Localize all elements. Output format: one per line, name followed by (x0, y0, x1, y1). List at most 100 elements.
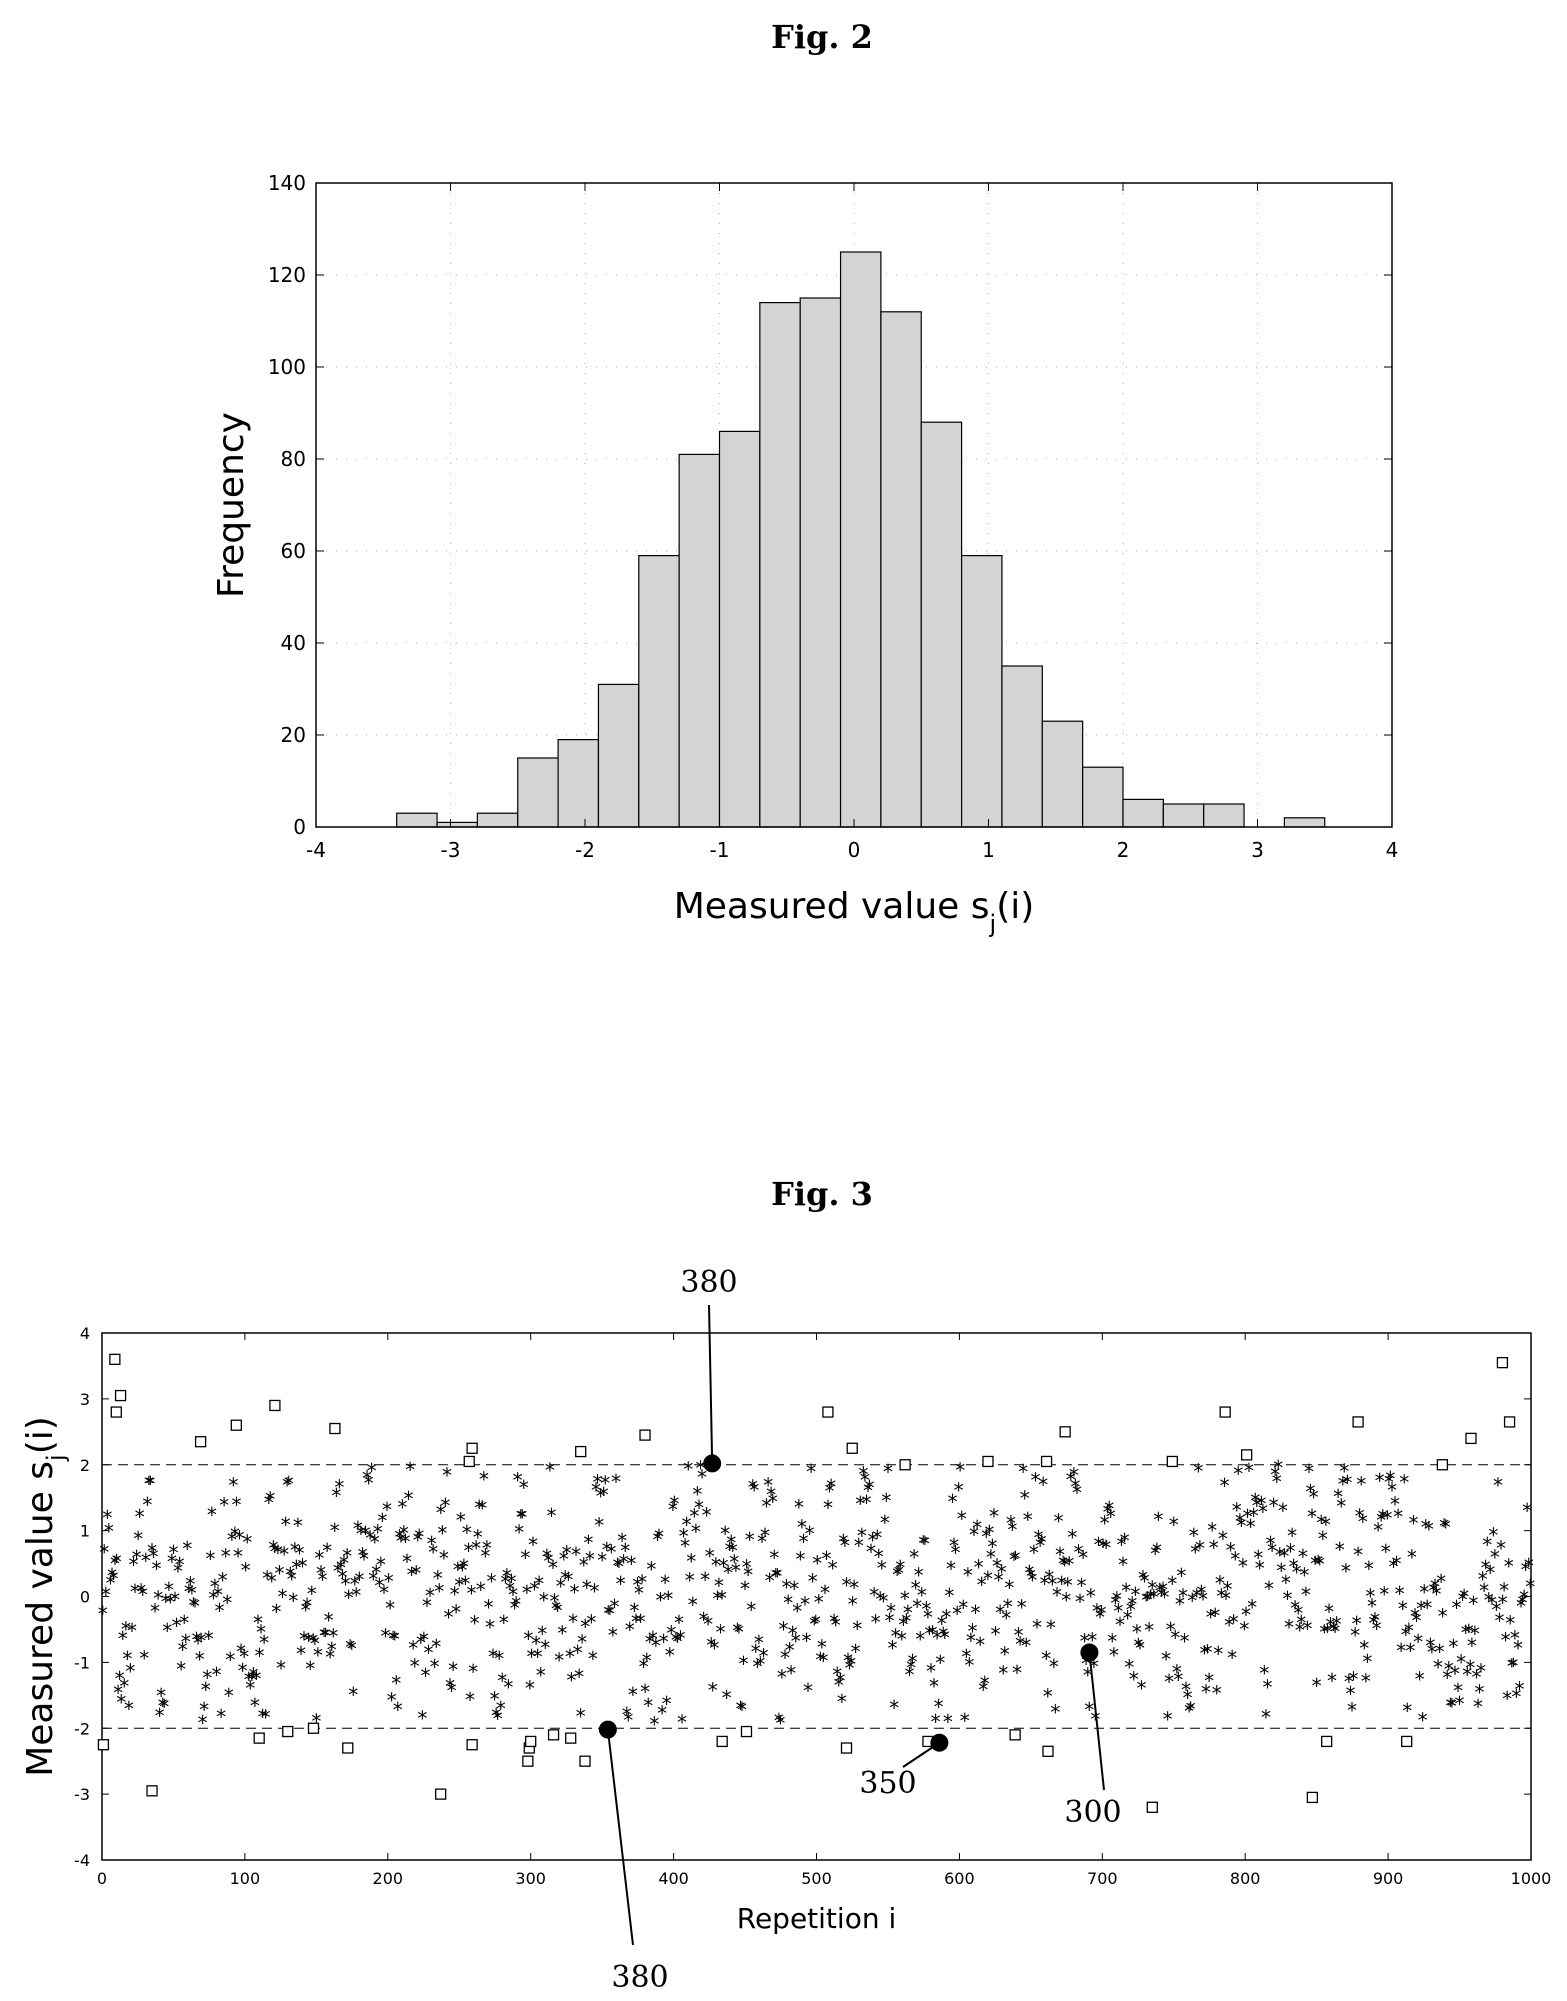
star-point: * (1184, 1700, 1194, 1724)
star-point: * (440, 1494, 450, 1518)
star-point: * (1141, 1589, 1151, 1613)
star-point: * (393, 1698, 403, 1722)
star-point: * (620, 1539, 630, 1563)
star-point: * (1272, 1470, 1282, 1494)
star-point: * (720, 1522, 730, 1546)
star-point: * (1075, 1590, 1085, 1614)
star-point: * (1035, 1534, 1045, 1558)
star-point: * (175, 1553, 185, 1577)
star-point: * (1456, 1650, 1466, 1674)
star-point: * (697, 1465, 707, 1489)
star-point: * (1026, 1564, 1036, 1588)
star-point: * (1256, 1492, 1266, 1516)
star-point: * (1124, 1656, 1134, 1680)
star-point: * (325, 1646, 335, 1670)
outlier-square (522, 1755, 534, 1767)
star-point: * (1510, 1626, 1520, 1650)
star-point: * (732, 1619, 742, 1643)
star-point: * (493, 1707, 503, 1731)
star-point: * (1270, 1463, 1280, 1487)
star-point: * (256, 1621, 266, 1645)
histogram-bar (960, 554, 1003, 828)
star-point: * (104, 1519, 114, 1543)
outlier-square (466, 1739, 478, 1751)
star-point: * (971, 1601, 981, 1625)
outlier-square (525, 1735, 537, 1748)
star-point: * (1236, 1514, 1246, 1538)
star-point: * (270, 1540, 280, 1564)
star-point: * (1327, 1669, 1337, 1693)
star-point: * (1167, 1572, 1177, 1596)
star-point: * (788, 1622, 798, 1646)
outlier-square (1401, 1735, 1413, 1748)
callout-leader (606, 1729, 634, 1946)
star-point: * (865, 1476, 875, 1500)
star-point: * (1402, 1699, 1412, 1723)
star-point: * (1249, 1504, 1259, 1528)
star-point: * (1155, 1579, 1165, 1603)
star-point: * (631, 1610, 641, 1634)
x-tick-label: 400 (658, 1869, 689, 1888)
star-point: * (1098, 1535, 1108, 1559)
star-point: * (1478, 1568, 1488, 1592)
star-point: * (1020, 1487, 1030, 1511)
star-point: * (316, 1561, 326, 1585)
star-point: * (924, 1622, 934, 1646)
star-point: * (686, 1550, 696, 1574)
star-point: * (964, 1654, 974, 1678)
star-point: * (986, 1545, 996, 1569)
star-point: * (536, 1664, 546, 1688)
star-point: * (1487, 1591, 1497, 1615)
star-point: * (566, 1669, 576, 1693)
star-point: * (762, 1494, 772, 1518)
star-point: * (1044, 1566, 1054, 1590)
star-point: * (530, 1578, 540, 1602)
star-point: * (841, 1574, 851, 1598)
star-point: * (456, 1508, 466, 1532)
star-point: * (875, 1588, 885, 1612)
star-point: * (840, 1534, 850, 1558)
star-point: * (928, 1622, 938, 1646)
star-point: * (613, 1554, 623, 1578)
star-point: * (443, 1606, 453, 1630)
star-point: * (571, 1543, 581, 1567)
star-point: * (1384, 1470, 1394, 1494)
outlier-square (579, 1755, 591, 1767)
star-point: * (1172, 1661, 1182, 1685)
star-point: * (559, 1547, 569, 1571)
star-point: * (251, 1667, 261, 1691)
star-point: * (1090, 1707, 1100, 1731)
star-point: * (1295, 1619, 1305, 1643)
star-point: * (743, 1563, 753, 1587)
star-point: * (404, 1487, 414, 1511)
star-point: * (1176, 1564, 1186, 1588)
star-point: * (903, 1601, 913, 1625)
star-point: * (774, 1709, 784, 1733)
star-point: * (831, 1614, 841, 1638)
star-point: * (797, 1515, 807, 1539)
star-point: * (972, 1516, 982, 1540)
star-point: * (672, 1630, 682, 1654)
star-point: * (932, 1627, 942, 1651)
star-point: * (310, 1632, 320, 1656)
star-point: * (1461, 1621, 1471, 1645)
star-point: * (884, 1609, 894, 1633)
star-point: * (1493, 1473, 1503, 1497)
star-point: * (1401, 1623, 1411, 1647)
star-point: * (327, 1638, 337, 1662)
star-point: * (411, 1562, 421, 1586)
outlier-square (740, 1725, 753, 1738)
star-point: * (141, 1549, 151, 1573)
star-point: * (1130, 1583, 1140, 1607)
outlier-square (1306, 1791, 1319, 1804)
x-tick-label: 200 (373, 1869, 404, 1888)
star-point: * (188, 1594, 198, 1618)
star-point: * (1495, 1609, 1505, 1633)
star-point: * (1092, 1599, 1102, 1623)
star-point: * (130, 1580, 140, 1604)
histogram-bar (1041, 720, 1084, 828)
star-point: * (606, 1540, 616, 1564)
star-point: * (783, 1591, 793, 1615)
star-point: * (385, 1596, 395, 1620)
star-point: * (692, 1483, 702, 1507)
